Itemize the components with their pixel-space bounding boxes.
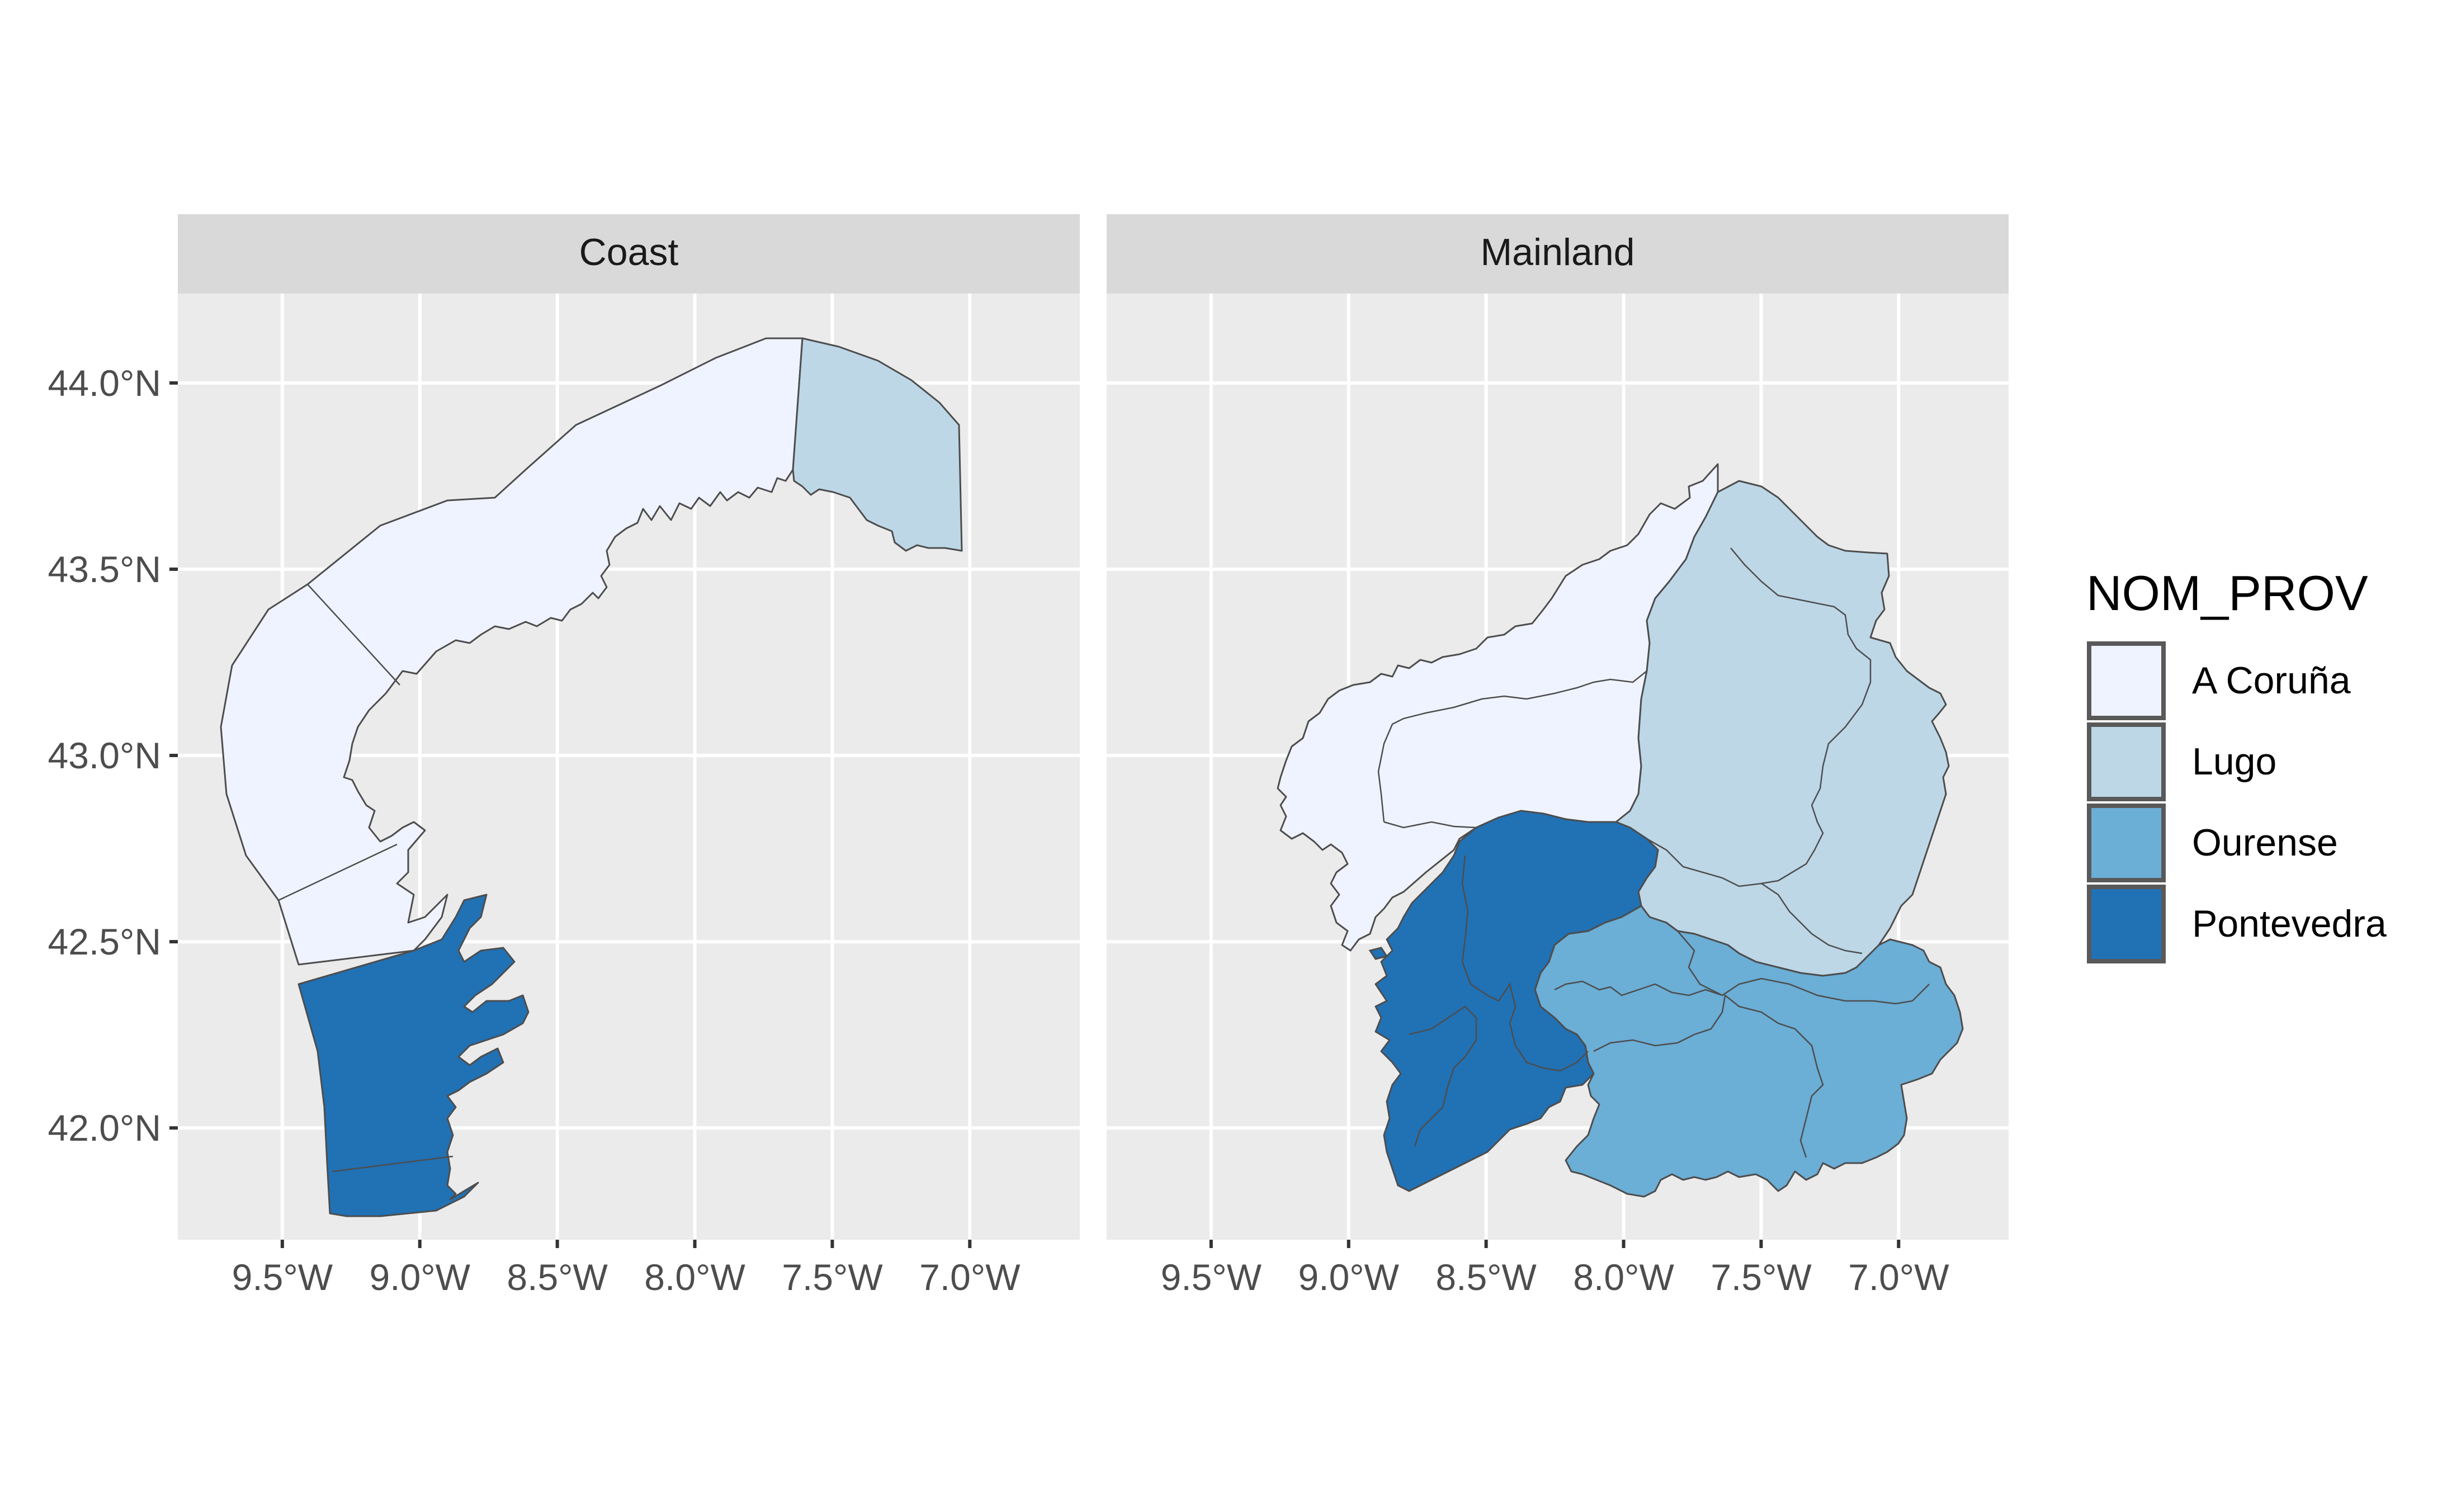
x-tick-label: 9.5°W (232, 1256, 333, 1298)
region-mainland-divider (1593, 994, 1824, 1158)
x-axis-coast: 9.5°W 9.0°W 8.5°W 8.0°W 7.5°W 7.0°W (232, 1240, 1021, 1298)
legend-item: A Coruña (2087, 641, 2351, 720)
region-mainland-divider (1646, 838, 1863, 955)
region-coast-divider (332, 1155, 454, 1173)
legend-label-a-coruna: A Coruña (2192, 659, 2351, 702)
region-coast-divider (307, 584, 400, 686)
region-coast-pontevedra (297, 894, 530, 1217)
y-tick-label: 43.0°N (48, 735, 161, 776)
y-tick-label: 44.0°N (48, 362, 161, 404)
y-tick-label: 43.5°N (48, 549, 161, 590)
region-mainland-divider (1845, 984, 1930, 1005)
x-tick-label: 8.0°W (1573, 1256, 1674, 1298)
region-mainland-divider (1409, 1005, 1477, 1147)
legend-key-ourense (2087, 804, 2166, 882)
region-mainland-divider (1677, 930, 1846, 1002)
y-tick-label: 42.5°N (48, 921, 161, 962)
x-tick-label: 9.5°W (1161, 1256, 1262, 1298)
region-mainland-divider (1377, 670, 1647, 823)
legend-item: Ourense (2087, 804, 2338, 882)
region-mainland-divider (1554, 980, 1723, 996)
region-mainland-pontevedra-islet (1368, 947, 1388, 960)
y-axis-coast: 42.0°N 42.5°N 43.0°N 43.5°N 44.0°N (48, 362, 178, 1149)
legend-item: Pontevedra (2087, 885, 2387, 963)
x-tick-label: 8.5°W (507, 1256, 608, 1298)
region-mainland-divider (1461, 855, 1589, 1072)
x-tick-label: 8.0°W (644, 1256, 745, 1298)
region-coast-a-coruna (220, 337, 804, 966)
panel-mainland: Mainland 9.5°W 9.0°W 8.5°W 8.0°W 7.5°W 7.0°W (1107, 214, 2009, 1298)
strip-background-mainland (1107, 214, 2009, 294)
legend-label-ourense: Ourense (2192, 821, 2338, 864)
region-coast-divider (278, 843, 398, 901)
region-mainland-lugo (1615, 480, 1950, 977)
x-tick-label: 7.0°W (1848, 1256, 1949, 1298)
y-tick-label: 42.0°N (48, 1107, 161, 1149)
legend-label-lugo: Lugo (2192, 740, 2276, 783)
region-coast-lugo (792, 337, 963, 552)
x-tick-label: 9.0°W (1298, 1256, 1400, 1298)
panel-coast: Coast 42.0°N 42.5°N 43.0°N 43.5°N 44.0°N 9.5… (48, 214, 1080, 1298)
x-tick-label: 7.0°W (919, 1256, 1021, 1298)
legend-item: Lugo (2087, 722, 2276, 801)
region-mainland-divider (1383, 821, 1477, 829)
x-tick-label: 9.0°W (370, 1256, 471, 1298)
legend-key-a-coruna (2087, 641, 2166, 720)
legend-label-pontevedra: Pontevedra (2192, 903, 2387, 945)
x-tick-label: 7.5°W (1711, 1256, 1812, 1298)
region-mainland-ourense (1534, 905, 1964, 1198)
x-axis-mainland: 9.5°W 9.0°W 8.5°W 8.0°W 7.5°W 7.0°W (1161, 1240, 1949, 1298)
strip-background-coast (178, 214, 1080, 294)
legend-key-pontevedra (2087, 885, 2166, 963)
x-tick-label: 8.5°W (1435, 1256, 1537, 1298)
region-mainland-divider (1730, 547, 1872, 885)
strip-label-coast: Coast (579, 231, 679, 273)
x-tick-label: 7.5°W (782, 1256, 883, 1298)
legend-key-lugo (2087, 722, 2166, 801)
legend-title: NOM_PROV (2086, 565, 2368, 621)
strip-label-mainland: Mainland (1481, 231, 1635, 273)
legend: NOM_PROV A Coruña Lugo Ourense Pontevedr… (2086, 565, 2387, 963)
